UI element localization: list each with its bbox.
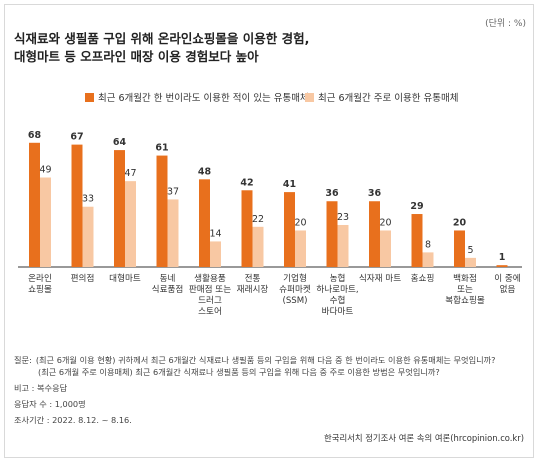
data-label-s1-11: 1 bbox=[499, 252, 506, 263]
title-line-1: 식재료와 생필품 구입 위해 온라인쇼핑몰을 이용한 경험, bbox=[14, 31, 310, 46]
category-label-10-1: 또는 bbox=[457, 284, 473, 295]
notes: 질문: (최근 6개월 이용 현황) 귀하께서 최근 6개월간 식재료나 생필품… bbox=[14, 354, 529, 426]
category-label-1-0: 편의점 bbox=[71, 272, 95, 284]
category-label-3-0: 동네 bbox=[160, 273, 176, 284]
legend-label-secondary: 최근 6개월간 주로 이용한 유통매체 bbox=[318, 93, 459, 104]
bar-s1-11 bbox=[496, 265, 508, 267]
bar-s1-4 bbox=[199, 179, 210, 267]
category-label-5-1: 재래시장 bbox=[237, 284, 269, 295]
question-1: (최근 6개월 이용 현황) 귀하께서 최근 6개월간 식재료나 생필품 등의 … bbox=[35, 355, 496, 365]
bar-s2-7 bbox=[337, 224, 349, 267]
data-label-s2-7: 23 bbox=[337, 212, 349, 223]
data-label-s2-3: 37 bbox=[167, 186, 179, 197]
category-label-6-1: 슈퍼마켓 bbox=[279, 284, 311, 295]
data-label-s2-6: 20 bbox=[294, 217, 306, 228]
unit-label: (단위 : %) bbox=[485, 19, 526, 29]
chart-frame bbox=[4, 4, 534, 458]
title-line-2: 대형마트 등 오프라인 매장 이용 경험보다 높아 bbox=[14, 49, 259, 64]
bar-s2-8 bbox=[380, 230, 391, 267]
respondents: 응답자 수 : 1,000명 bbox=[14, 399, 86, 409]
category-label-9-0: 홈쇼핑 bbox=[411, 272, 435, 284]
category-label-7-1: 하나로마트, bbox=[316, 284, 358, 295]
legend-swatch-secondary bbox=[305, 93, 314, 102]
data-label-s2-10: 5 bbox=[467, 245, 473, 256]
category-label-7-0: 농협 bbox=[330, 272, 346, 284]
question-row-1: 질문: (최근 6개월 이용 현황) 귀하께서 최근 6개월간 식재료나 생필품… bbox=[14, 354, 529, 366]
data-label-s2-8: 20 bbox=[379, 217, 391, 228]
data-label-s1-5: 42 bbox=[240, 177, 253, 188]
category-label-7-3: 바다마트 bbox=[322, 306, 354, 317]
bar-s1-8 bbox=[369, 201, 380, 267]
bar-s1-5 bbox=[241, 190, 253, 267]
category-label-3-1: 식료품점 bbox=[152, 283, 184, 295]
bar-s2-6 bbox=[295, 230, 306, 267]
category-label-10-0: 백화점 bbox=[453, 272, 477, 284]
bar-s1-2 bbox=[114, 150, 125, 267]
bar-s2-5 bbox=[252, 226, 264, 267]
category-label-4-1: 판매점 또는 bbox=[189, 283, 231, 295]
data-label-s2-1: 33 bbox=[82, 194, 94, 205]
bar-s1-10 bbox=[454, 230, 465, 267]
bar-s1-1 bbox=[71, 144, 83, 267]
data-label-s2-4: 14 bbox=[209, 228, 221, 239]
bar-s1-9 bbox=[411, 214, 423, 267]
category-label-11-0: 이 중에 bbox=[494, 273, 521, 284]
category-label-4-3: 스토어 bbox=[198, 306, 222, 317]
data-label-s1-7: 36 bbox=[325, 188, 339, 199]
source: 한국리서치 정기조사 여론 속의 여론(hrcopinion.co.kr) bbox=[324, 433, 524, 443]
category-label-4-2: 드러그 bbox=[198, 295, 222, 306]
data-label-s1-1: 67 bbox=[70, 132, 83, 143]
category-label-6-2: (SSM) bbox=[282, 296, 307, 306]
bar-s1-0 bbox=[29, 142, 40, 267]
bar-s1-3 bbox=[156, 155, 168, 267]
category-label-6-0: 기업형 bbox=[283, 273, 307, 284]
category-label-8-0: 식자재 마트 bbox=[359, 273, 401, 284]
data-label-s1-9: 29 bbox=[410, 201, 423, 212]
data-label-s1-8: 36 bbox=[368, 188, 382, 199]
legend-item-primary: 최근 6개월간 한 번이라도 이용한 적이 있는 유통매체 bbox=[85, 90, 309, 104]
question-2: (최근 6개월 주로 이용매체) 최근 6개월간 식재료나 생필품 등의 구입을… bbox=[38, 367, 440, 377]
bar-s2-10 bbox=[465, 257, 476, 267]
chart-title: 식재료와 생필품 구입 위해 온라인쇼핑몰을 이용한 경험, 대형마트 등 오프… bbox=[14, 30, 309, 66]
data-label-s2-0: 49 bbox=[39, 164, 51, 175]
survey-period: 조사기간 : 2022. 8.12. ~ 8.16. bbox=[14, 415, 132, 425]
data-label-s1-3: 61 bbox=[155, 143, 168, 154]
data-label-s2-9: 8 bbox=[425, 239, 431, 250]
category-label-2-0: 대형마트 bbox=[109, 273, 141, 284]
bar-s1-6 bbox=[284, 192, 295, 267]
category-label-4-0: 생활용품 bbox=[194, 272, 226, 284]
remark: 비고 : 복수응답 bbox=[14, 383, 68, 393]
category-label-11-1: 없음 bbox=[500, 284, 516, 295]
bar-s2-9 bbox=[422, 252, 434, 267]
bar-s2-0 bbox=[40, 177, 51, 267]
bar-s2-3 bbox=[167, 199, 179, 267]
category-label-0-1: 쇼핑몰 bbox=[28, 284, 52, 295]
legend-swatch-primary bbox=[85, 93, 94, 102]
data-label-s1-4: 48 bbox=[198, 166, 212, 177]
bar-s2-4 bbox=[210, 241, 221, 267]
data-label-s1-6: 41 bbox=[283, 179, 296, 190]
bar-s1-7 bbox=[326, 201, 338, 267]
legend-item-secondary: 최근 6개월간 주로 이용한 유통매체 bbox=[305, 90, 458, 104]
question-label: 질문: bbox=[14, 355, 32, 365]
data-label-s1-2: 64 bbox=[113, 137, 127, 148]
category-label-5-0: 전통 bbox=[245, 273, 261, 284]
data-label-s2-2: 47 bbox=[124, 168, 136, 179]
bar-s2-2 bbox=[125, 181, 136, 267]
category-label-7-2: 수협 bbox=[330, 294, 346, 306]
category-label-0-0: 온라인 bbox=[28, 273, 52, 284]
data-label-s1-0: 68 bbox=[28, 130, 42, 141]
data-label-s1-10: 20 bbox=[453, 217, 467, 228]
bar-s2-1 bbox=[82, 206, 94, 267]
data-label-s2-5: 22 bbox=[252, 214, 264, 225]
legend-label-primary: 최근 6개월간 한 번이라도 이용한 적이 있는 유통매체 bbox=[98, 93, 309, 104]
category-label-10-2: 복합쇼핑몰 bbox=[445, 295, 485, 306]
